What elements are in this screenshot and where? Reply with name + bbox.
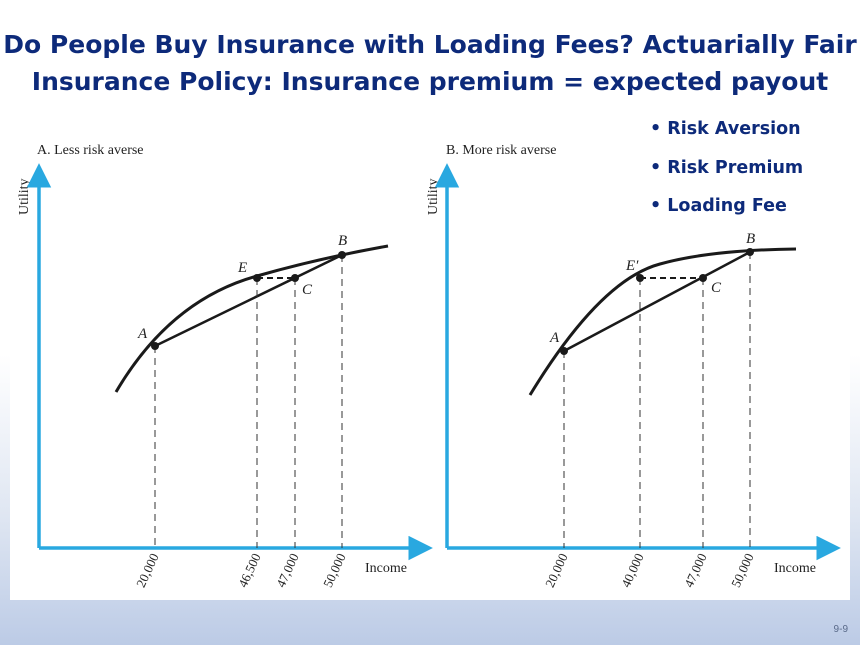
panel-a-point-b xyxy=(338,251,346,259)
panel-b-tick-47000: 47,000 xyxy=(681,551,710,590)
bullet-risk-aversion: • Risk Aversion xyxy=(650,119,801,139)
panel-b-xlabel: Income xyxy=(774,561,816,576)
panel-b-tick-50000: 50,000 xyxy=(728,551,757,590)
panel-a-label-e: E xyxy=(237,260,247,276)
panel-a-tick-20000: 20,000 xyxy=(133,551,162,590)
page-number: 9-9 xyxy=(833,624,848,635)
bullet-list: • Risk Aversion • Risk Premium • Loading… xyxy=(650,117,803,233)
panel-a-label-c: C xyxy=(302,282,313,298)
bullet-loading-fee: • Loading Fee xyxy=(650,196,787,216)
panel-a-utility-curve xyxy=(114,244,389,393)
panel-b-utility-curve xyxy=(528,247,797,396)
panel-a-title: A. Less risk averse xyxy=(37,143,144,158)
panel-b-ylabel: Utility xyxy=(426,178,441,215)
panel-a-tick-47000: 47,000 xyxy=(273,551,302,590)
bullet-risk-premium: • Risk Premium xyxy=(650,157,804,178)
title-line-1: Do People Buy Insurance with Loading Fee… xyxy=(3,30,857,59)
panel-a-label-b: B xyxy=(338,233,347,249)
panel-b-label-c: C xyxy=(711,280,722,296)
panel-b-point-b xyxy=(746,248,754,256)
panel-b-label-b: B xyxy=(746,231,755,247)
panel-b-point-e xyxy=(636,274,644,282)
panel-b-point-a xyxy=(560,347,568,355)
panel-a-point-a xyxy=(151,342,159,350)
panel-a-ylabel: Utility xyxy=(17,178,32,215)
panel-a-xlabel: Income xyxy=(365,561,407,576)
figure-panel xyxy=(10,112,850,600)
panel-b-chord-ab xyxy=(563,250,751,353)
panel-a-point-c xyxy=(291,274,299,282)
panel-b-title: B. More risk averse xyxy=(446,143,556,158)
panel-a-tick-46500: 46,500 xyxy=(235,551,264,590)
title-line-2: Insurance Policy: Insurance premium = ex… xyxy=(31,67,829,96)
panel-a: A. Less risk averse Utility Income A E C… xyxy=(17,143,433,590)
panel-a-tick-50000: 50,000 xyxy=(320,551,349,590)
panel-a-point-e xyxy=(253,274,261,282)
panel-b-tick-20000: 20,000 xyxy=(542,551,571,590)
panel-b-label-e: E′ xyxy=(625,258,639,274)
slide-title: Do People Buy Insurance with Loading Fee… xyxy=(0,26,860,100)
panel-b-tick-40000: 40,000 xyxy=(618,551,647,590)
panel-a-chord-ab xyxy=(154,253,343,348)
panel-b-point-c xyxy=(699,274,707,282)
panel-a-label-a: A xyxy=(137,326,148,342)
panel-b-label-a: A xyxy=(549,330,560,346)
